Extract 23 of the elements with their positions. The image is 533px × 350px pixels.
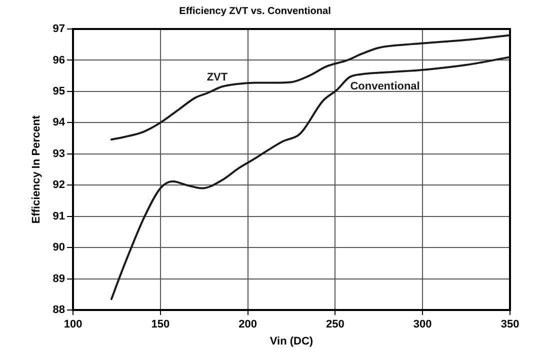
y-tick-label: 94 [52,116,66,129]
x-tick-label: 200 [238,318,257,331]
y-tick-label: 96 [52,54,65,66]
x-tick-label: 350 [500,318,520,331]
x-tick-label: 300 [413,318,432,331]
y-tick-label: 91 [52,210,65,222]
y-tick-label: 88 [52,304,65,316]
x-tick-label: 250 [326,318,344,331]
x-axis-title: Vin (DC) [270,335,314,348]
x-tick-label: 150 [151,318,170,331]
series-label: ZVT [206,72,228,84]
chart-title: Efficiency ZVT vs. Conventional [179,6,332,17]
line-series [110,56,510,300]
x-tick-label: 100 [64,318,82,331]
y-tick-label: 97 [52,23,65,36]
y-tick-label: 95 [52,85,65,98]
series-label: Conventional [350,80,420,92]
line-series [110,34,510,141]
y-axis-title: Efficiency In Percent [30,115,43,224]
y-tick-label: 92 [52,179,65,192]
y-tick-label: 90 [52,242,65,254]
y-tick-label: 93 [52,148,65,160]
y-tick-label: 89 [52,272,65,285]
